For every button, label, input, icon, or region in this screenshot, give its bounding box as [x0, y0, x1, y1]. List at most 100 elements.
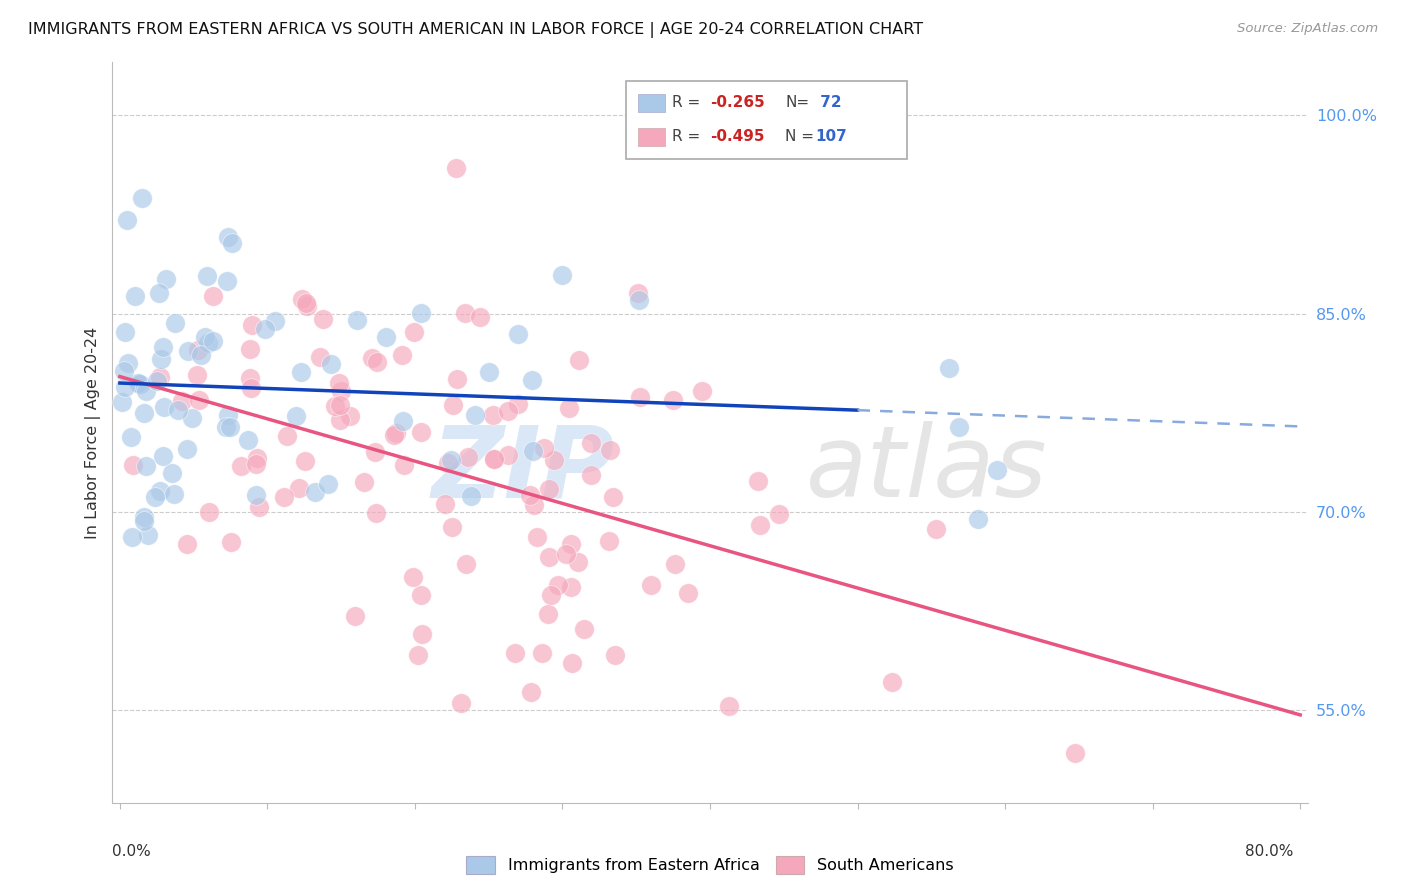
- Point: [560, 580, 582, 594]
- Point: [114, 325, 136, 339]
- Point: [457, 450, 479, 464]
- Point: [558, 401, 581, 415]
- Point: [176, 537, 198, 551]
- Point: [290, 365, 312, 379]
- Point: [628, 390, 651, 404]
- Point: [239, 342, 262, 356]
- Point: [560, 537, 582, 551]
- Point: [186, 368, 208, 383]
- Point: [460, 489, 482, 503]
- Point: [464, 408, 486, 422]
- Point: [245, 458, 267, 472]
- Point: [111, 395, 134, 409]
- Point: [579, 468, 602, 483]
- Point: [247, 500, 270, 514]
- Point: [273, 491, 295, 505]
- Point: [319, 357, 342, 371]
- FancyBboxPatch shape: [627, 81, 907, 159]
- Point: [392, 414, 415, 428]
- Point: [180, 410, 202, 425]
- Point: [329, 413, 352, 427]
- Point: [245, 488, 267, 502]
- Point: [215, 419, 238, 434]
- Point: [135, 459, 157, 474]
- Point: [117, 356, 139, 370]
- Point: [498, 448, 520, 462]
- Point: [155, 272, 177, 286]
- Point: [194, 330, 217, 344]
- Point: [747, 474, 769, 488]
- Point: [112, 364, 135, 378]
- Point: [602, 490, 624, 504]
- Point: [121, 530, 143, 544]
- Point: [551, 268, 574, 283]
- Point: [344, 609, 367, 624]
- Point: [537, 482, 560, 496]
- Point: [221, 235, 243, 250]
- Point: [364, 444, 387, 458]
- Point: [678, 586, 700, 600]
- Point: [533, 442, 555, 456]
- Point: [149, 370, 172, 384]
- Point: [391, 348, 413, 362]
- Point: [374, 330, 396, 344]
- Point: [167, 403, 190, 417]
- Point: [579, 436, 602, 450]
- Point: [519, 488, 541, 502]
- Point: [177, 343, 200, 358]
- Point: [599, 443, 621, 458]
- Point: [441, 398, 464, 412]
- Point: [308, 350, 330, 364]
- Point: [187, 343, 209, 358]
- Point: [664, 557, 686, 571]
- Point: [406, 648, 429, 663]
- Point: [482, 408, 505, 422]
- Point: [136, 527, 159, 541]
- Point: [132, 514, 155, 528]
- Point: [560, 656, 582, 670]
- Point: [496, 404, 519, 418]
- FancyBboxPatch shape: [638, 128, 665, 145]
- Point: [966, 512, 988, 526]
- Text: N=: N=: [786, 95, 810, 111]
- Point: [163, 487, 186, 501]
- Point: [131, 191, 153, 205]
- Text: atlas: atlas: [806, 421, 1047, 518]
- Point: [124, 289, 146, 303]
- Point: [316, 476, 339, 491]
- Point: [195, 269, 218, 284]
- Point: [627, 293, 650, 308]
- Point: [986, 463, 1008, 477]
- Point: [132, 510, 155, 524]
- Point: [149, 352, 172, 367]
- Point: [346, 313, 368, 327]
- Point: [484, 451, 506, 466]
- Point: [240, 318, 263, 332]
- Point: [127, 376, 149, 390]
- Point: [523, 499, 546, 513]
- Point: [329, 384, 352, 399]
- Point: [219, 534, 242, 549]
- Point: [364, 507, 387, 521]
- Point: [441, 520, 464, 534]
- Point: [353, 475, 375, 489]
- Point: [132, 407, 155, 421]
- Point: [135, 384, 157, 398]
- Text: 80.0%: 80.0%: [1246, 845, 1294, 859]
- Legend: Immigrants from Eastern Africa, South Americans: Immigrants from Eastern Africa, South Am…: [460, 850, 960, 880]
- Point: [478, 365, 501, 379]
- Point: [717, 698, 740, 713]
- Point: [402, 569, 425, 583]
- Point: [385, 426, 408, 441]
- Text: 107: 107: [815, 129, 846, 145]
- Text: 0.0%: 0.0%: [112, 845, 152, 859]
- Point: [121, 458, 143, 473]
- Point: [311, 311, 333, 326]
- Point: [114, 380, 136, 394]
- Point: [202, 334, 225, 348]
- Point: [202, 289, 225, 303]
- Text: 72: 72: [815, 95, 842, 111]
- Point: [409, 589, 432, 603]
- Point: [444, 161, 467, 176]
- Point: [264, 314, 287, 328]
